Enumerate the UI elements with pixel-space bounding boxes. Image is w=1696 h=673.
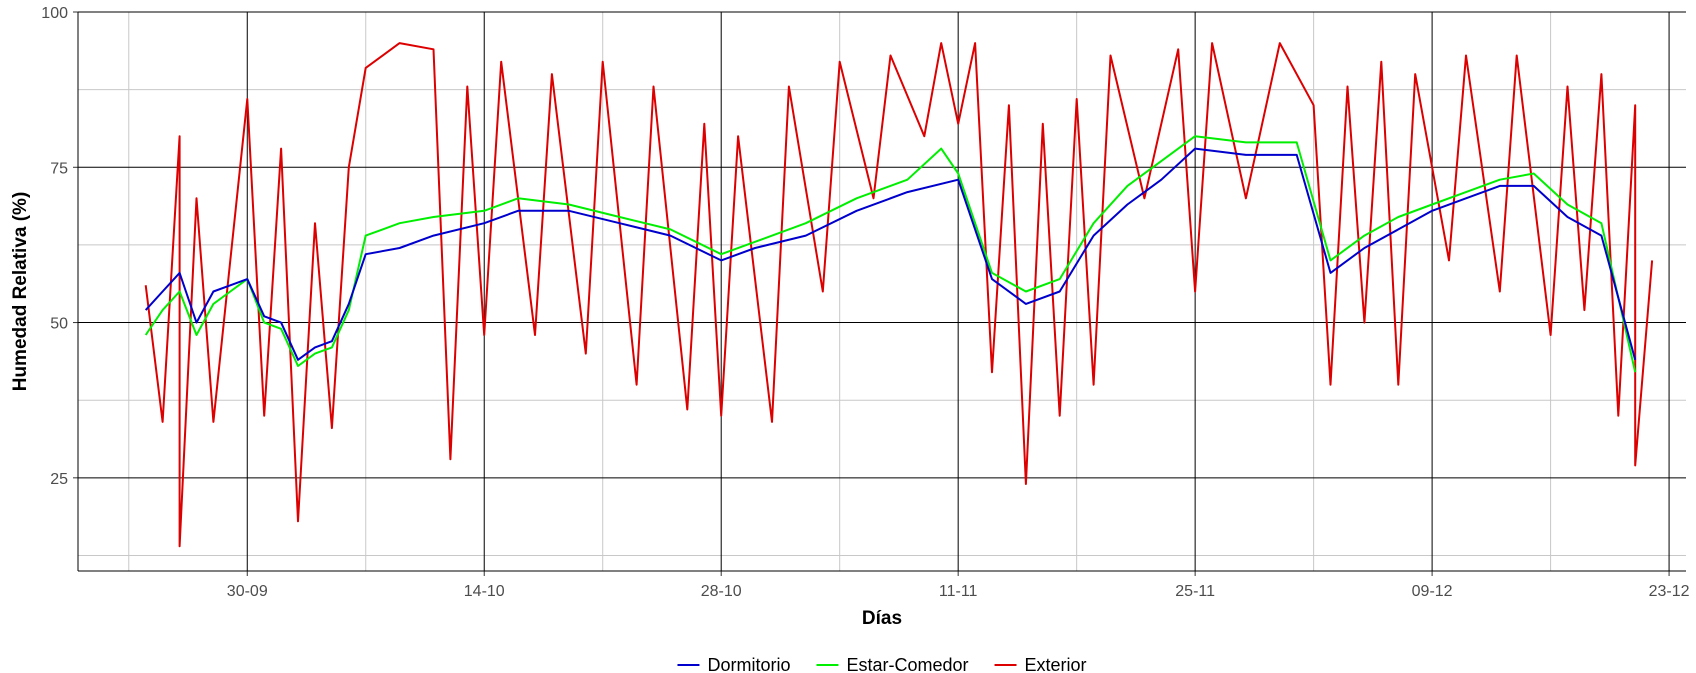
x-tick-label: 28-10 xyxy=(701,583,742,600)
legend-label-dormitorio: Dormitorio xyxy=(707,655,790,673)
series-line-estar-comedor xyxy=(144,135,1637,373)
legend-label-estar-comedor: Estar-Comedor xyxy=(846,655,968,673)
series-layer xyxy=(144,42,1654,548)
legend: Dormitorio Estar-Comedor Exterior xyxy=(677,655,1087,673)
y-tick-label: 50 xyxy=(50,316,68,333)
grid-major xyxy=(78,11,1686,571)
series-line-dormitorio xyxy=(144,147,1637,361)
series-line-exterior xyxy=(144,42,1654,548)
x-axis-title: Días xyxy=(862,608,902,629)
legend-label-exterior: Exterior xyxy=(1025,655,1087,673)
y-tick-label: 25 xyxy=(50,471,68,488)
grid-minor xyxy=(78,12,1686,571)
y-axis-title: Humedad Relativa (%) xyxy=(10,192,31,392)
x-tick-label: 14-10 xyxy=(464,583,505,600)
y-tick-label: 75 xyxy=(50,160,68,177)
x-tick-label: 11-11 xyxy=(939,583,978,600)
x-tick-label: 30-09 xyxy=(227,583,268,600)
y-tick-label: 100 xyxy=(41,5,68,22)
x-tick-label: 25-11 xyxy=(1175,583,1215,600)
axes xyxy=(73,11,1686,576)
plot-background xyxy=(78,12,1686,571)
x-tick-label: 23-12 xyxy=(1649,583,1690,600)
x-tick-label: 09-12 xyxy=(1412,583,1453,600)
tick-labels: 25 50 75 100 30-09 14-10 28-10 11-11 25-11 09-12 2… xyxy=(41,5,1689,600)
